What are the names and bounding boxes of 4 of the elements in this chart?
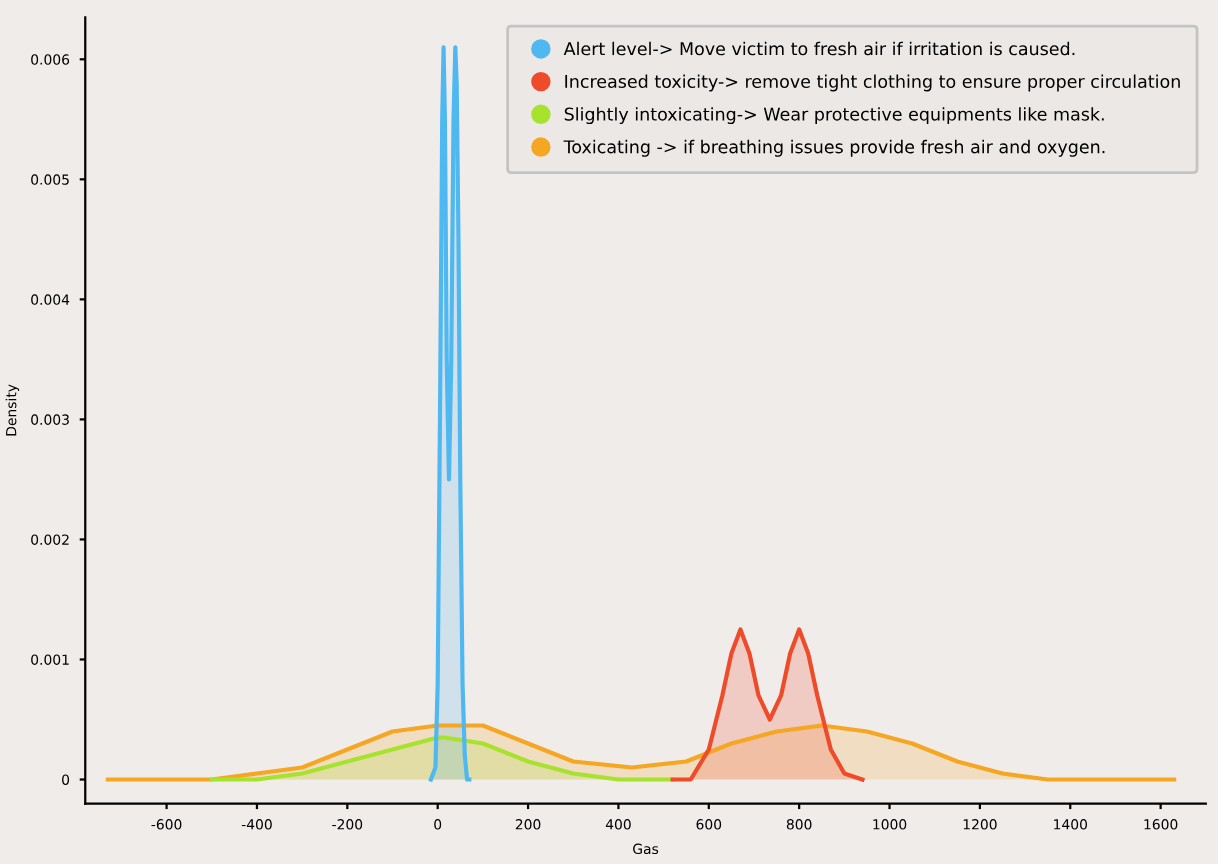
legend-label: Toxicating -> if breathing issues provide fresh air and oxygen. — [563, 139, 1105, 157]
legend-label: Alert level-> Move victim to fresh air if irritation is caused. — [563, 41, 1075, 56]
legend-label: Slightly intoxicating-> Wear protective equipments like mask. — [564, 107, 1104, 125]
legend-label: Increased toxicity-> remove tight clothing to ensure proper circulation — [565, 74, 1180, 92]
